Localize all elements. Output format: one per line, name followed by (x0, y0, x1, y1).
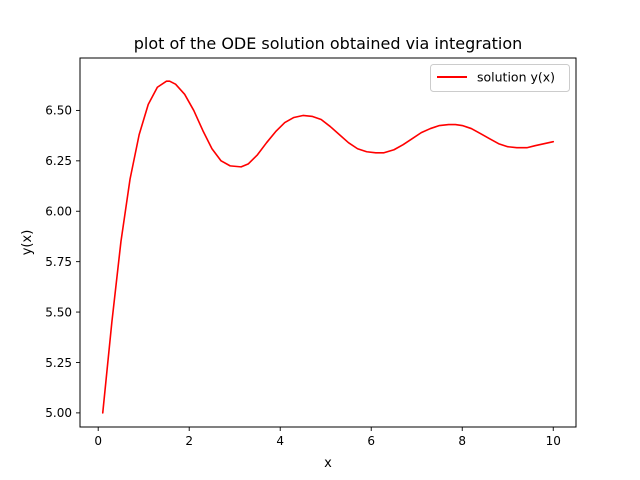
y-tick-label: 5.50 (45, 305, 72, 319)
legend-box (430, 64, 570, 92)
series-line-0 (101, 80, 555, 414)
chart-title: plot of the ODE solution obtained via in… (134, 34, 523, 53)
x-tick-label: 6 (367, 434, 375, 448)
legend: solution y(x) (430, 64, 570, 92)
y-tick-label: 6.00 (45, 205, 72, 219)
y-axis-label: y(x) (20, 230, 35, 256)
x-axis-label: x (324, 456, 332, 471)
x-tick-label: 0 (94, 434, 102, 448)
legend-label: solution y(x) (477, 70, 555, 85)
y-tick-label: 5.25 (45, 356, 72, 370)
y-tick-label: 6.25 (45, 154, 72, 168)
y-tick-label: 6.50 (45, 104, 72, 118)
axes-frame (79, 57, 577, 428)
x-axis-ticks: 0 2 4 6 8 10 (94, 427, 561, 448)
x-tick-label: 4 (276, 434, 284, 448)
x-tick-label: 2 (185, 434, 193, 448)
y-axis-ticks: 5.00 5.25 5.50 5.75 6.00 6.25 6.50 (45, 104, 80, 420)
y-tick-label: 5.75 (45, 255, 72, 269)
x-tick-label: 10 (546, 434, 561, 448)
x-tick-label: 8 (458, 434, 466, 448)
y-tick-label: 5.00 (45, 406, 72, 420)
plot-area (79, 57, 577, 428)
series-layer (101, 80, 555, 414)
